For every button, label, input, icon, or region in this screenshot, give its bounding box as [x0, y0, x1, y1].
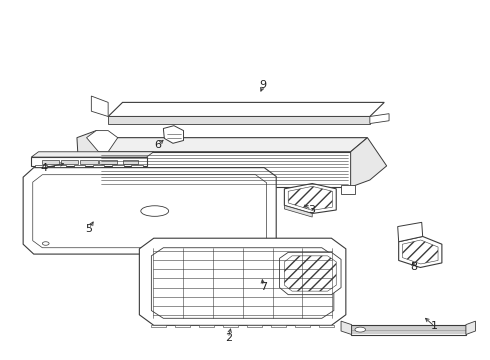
Polygon shape — [247, 325, 262, 328]
Polygon shape — [199, 325, 214, 328]
Text: 8: 8 — [411, 262, 417, 273]
Polygon shape — [35, 165, 47, 176]
Ellipse shape — [42, 242, 49, 245]
Polygon shape — [91, 96, 108, 117]
Polygon shape — [341, 185, 355, 194]
Polygon shape — [398, 222, 423, 242]
Polygon shape — [112, 165, 123, 176]
Text: 6: 6 — [154, 140, 161, 150]
Polygon shape — [31, 157, 147, 166]
Text: 2: 2 — [224, 333, 232, 343]
Polygon shape — [351, 138, 387, 187]
Polygon shape — [93, 165, 104, 176]
Polygon shape — [74, 165, 85, 176]
Polygon shape — [87, 131, 118, 152]
Polygon shape — [108, 102, 384, 117]
Polygon shape — [77, 131, 115, 187]
Polygon shape — [131, 165, 143, 176]
Polygon shape — [341, 321, 352, 334]
Polygon shape — [295, 325, 310, 328]
Polygon shape — [108, 117, 370, 123]
Polygon shape — [399, 237, 442, 267]
Polygon shape — [98, 152, 351, 187]
Polygon shape — [351, 325, 466, 334]
Ellipse shape — [355, 327, 366, 332]
Polygon shape — [42, 159, 59, 164]
Polygon shape — [370, 114, 389, 123]
Polygon shape — [223, 325, 238, 328]
Text: 4: 4 — [41, 163, 48, 173]
Polygon shape — [271, 325, 286, 328]
Polygon shape — [98, 138, 368, 152]
Polygon shape — [99, 159, 117, 164]
Polygon shape — [54, 165, 66, 176]
Text: 9: 9 — [260, 80, 267, 90]
Polygon shape — [319, 325, 334, 328]
Polygon shape — [31, 152, 154, 157]
Polygon shape — [284, 184, 336, 213]
Polygon shape — [23, 168, 276, 254]
Polygon shape — [466, 321, 475, 334]
Ellipse shape — [141, 206, 169, 216]
Polygon shape — [175, 325, 190, 328]
Polygon shape — [163, 126, 184, 143]
Text: 7: 7 — [260, 282, 267, 292]
Polygon shape — [61, 159, 78, 164]
Text: 1: 1 — [431, 321, 438, 332]
Polygon shape — [33, 175, 267, 248]
Polygon shape — [284, 206, 312, 217]
Text: 3: 3 — [308, 205, 315, 215]
Polygon shape — [151, 248, 334, 318]
Polygon shape — [139, 238, 346, 325]
Polygon shape — [151, 325, 166, 328]
Text: 5: 5 — [85, 224, 93, 234]
Polygon shape — [122, 159, 138, 164]
Polygon shape — [80, 159, 98, 164]
Polygon shape — [280, 252, 341, 294]
